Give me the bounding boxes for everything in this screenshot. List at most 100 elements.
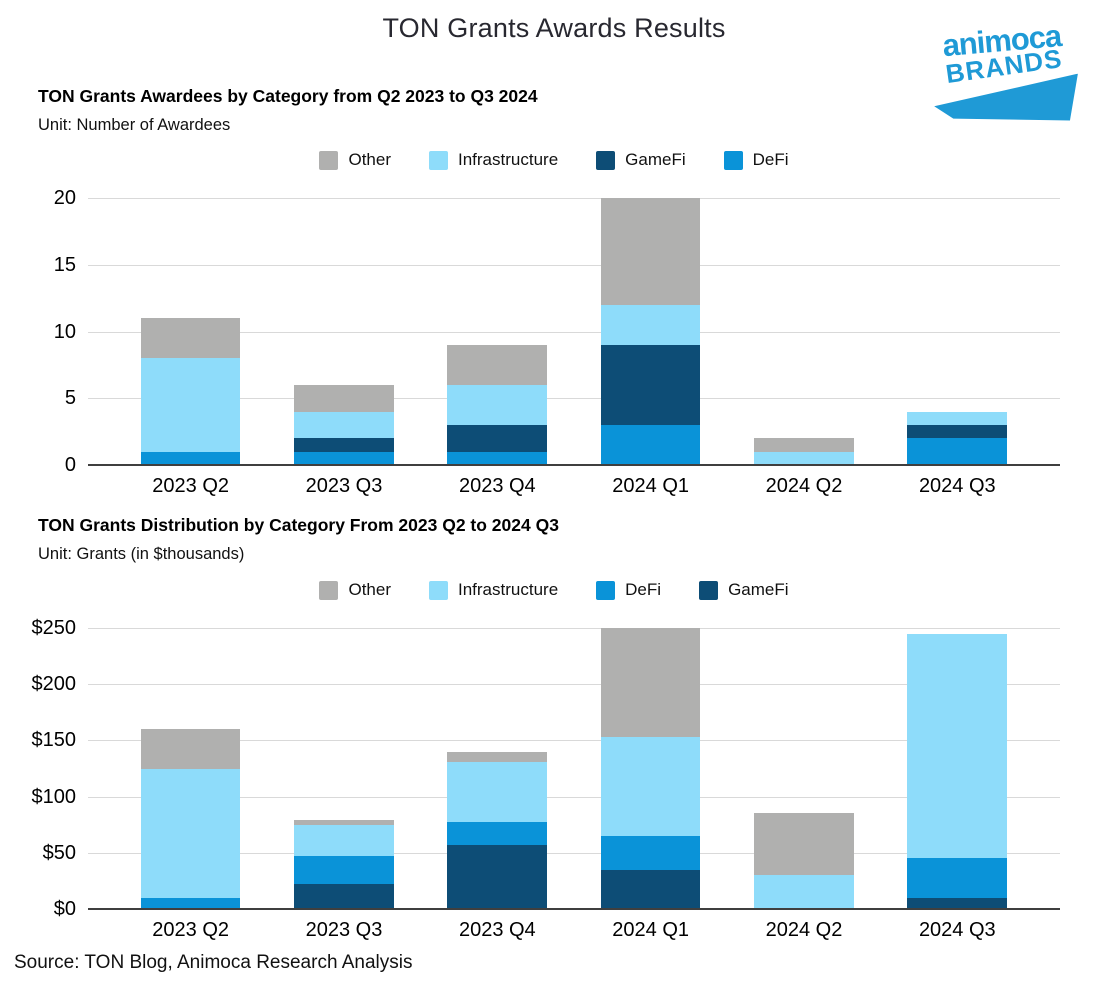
y-tick-label: 20 <box>53 187 76 209</box>
chart2-plot-area <box>88 628 1060 910</box>
chart2-unit-label: Unit: Grants (in $thousands) <box>38 545 245 563</box>
stacked-bar-2024-q3 <box>907 411 1008 465</box>
bar-segment-infrastructure <box>907 633 1008 859</box>
x-axis-line <box>88 908 1060 910</box>
y-tick-label: $100 <box>31 785 77 808</box>
bar-slot-2023-q2 <box>114 628 267 909</box>
stacked-bar-2024-q3 <box>907 633 1008 909</box>
animoca-brands-logo: animoca BRANDS <box>912 18 1098 137</box>
bar-segment-other <box>754 813 854 876</box>
bar-segment-other <box>140 729 241 769</box>
logo-swoosh-shape <box>934 73 1078 121</box>
bar-segment-gamefi <box>447 424 548 452</box>
gridline <box>88 852 1060 854</box>
gridline <box>88 796 1060 798</box>
bar-slot-2024-q3 <box>881 198 1034 465</box>
legend-label-other: Other <box>348 150 391 169</box>
x-tick-label: 2024 Q1 <box>612 475 690 497</box>
bar-segment-gamefi <box>447 844 548 909</box>
x-tick-label: 2024 Q3 <box>918 919 996 941</box>
stacked-bar-2024-q1 <box>600 198 701 465</box>
bar-segment-other <box>140 318 241 359</box>
bar-segment-defi <box>140 897 241 909</box>
bars-container <box>88 198 1060 465</box>
bar-slot-2023-q2 <box>114 198 267 465</box>
stacked-bar-2023-q4 <box>447 751 548 909</box>
bar-slot-2024-q2 <box>727 198 880 465</box>
bar-segment-defi <box>907 438 1008 465</box>
y-tick-label: $0 <box>53 898 76 920</box>
legend-item-infrastructure: Infrastructure <box>429 150 558 170</box>
legend-item-infrastructure: Infrastructure <box>429 580 558 600</box>
chart2-grants-distribution: 2023 Q2 2023 Q3 2023 Q4 2024 Q1 2024 Q2 2024 … <box>0 617 1108 941</box>
legend-label-other: Other <box>348 580 391 599</box>
x-tick-label: 2023 Q4 <box>458 475 536 497</box>
bar-segment-gamefi <box>907 424 1008 439</box>
x-tick-label: 2023 Q2 <box>152 475 230 497</box>
chart1-heading: TON Grants Awardees by Category from Q2 … <box>38 86 538 106</box>
bar-slot-2023-q3 <box>267 198 420 465</box>
chart1-x-axis-labels: 2023 Q2 2023 Q3 2023 Q4 2024 Q1 2024 Q2 2024 … <box>88 475 1060 498</box>
bar-segment-gamefi <box>600 869 701 909</box>
y-tick-label: 0 <box>64 454 76 476</box>
legend-item-gamefi: GameFi <box>699 580 789 600</box>
x-tick-label: 2024 Q3 <box>918 475 996 497</box>
bar-segment-gamefi <box>600 344 701 425</box>
stacked-bar-2023-q4 <box>447 344 548 465</box>
bar-segment-infrastructure <box>600 304 701 345</box>
stacked-bar-2024-q1 <box>600 628 701 909</box>
chart1-awardees-by-category: 2023 Q2 2023 Q3 2023 Q4 2024 Q1 2024 Q2 2024 … <box>0 187 1108 497</box>
legend-swatch-infrastructure <box>429 150 448 170</box>
legend-item-other: Other <box>319 580 391 600</box>
bar-segment-other <box>754 438 854 452</box>
stacked-bar-2023-q2 <box>140 729 241 909</box>
legend-label-infrastructure: Infrastructure <box>458 580 559 599</box>
bar-segment-gamefi <box>907 897 1008 909</box>
legend-label-defi: DeFi <box>752 150 789 169</box>
bar-slot-2023-q4 <box>421 198 574 465</box>
bar-segment-other <box>294 820 394 825</box>
bar-segment-gamefi <box>294 884 394 909</box>
bar-segment-defi <box>600 835 701 870</box>
x-tick-label: 2024 Q1 <box>612 919 690 941</box>
stacked-bar-2023-q2 <box>140 318 241 465</box>
bar-segment-defi <box>447 451 548 465</box>
bar-segment-infrastructure <box>600 737 701 836</box>
legend-item-defi: DeFi <box>723 150 789 170</box>
legend-item-gamefi: GameFi <box>596 150 686 170</box>
bar-segment-infrastructure <box>140 768 241 898</box>
y-tick-label: $250 <box>31 617 77 639</box>
chart2-x-axis-labels: 2023 Q2 2023 Q3 2023 Q4 2024 Q1 2024 Q2 2024 … <box>88 919 1060 942</box>
bar-segment-defi <box>294 856 394 885</box>
legend-swatch-infrastructure <box>429 580 448 600</box>
stacked-bar-2024-q2 <box>754 813 854 909</box>
y-tick-label: $200 <box>31 673 77 696</box>
bar-slot-2024-q3 <box>881 628 1034 909</box>
x-tick-label: 2023 Q3 <box>305 475 383 497</box>
legend-label-defi: DeFi <box>625 580 662 599</box>
bar-segment-other <box>600 198 701 305</box>
source-attribution: Source: TON Blog, Animoca Research Analy… <box>14 952 413 973</box>
bars-container <box>88 628 1060 909</box>
gridline <box>88 398 1060 400</box>
bar-segment-defi <box>294 451 394 465</box>
bar-segment-infrastructure <box>447 761 548 823</box>
bar-segment-gamefi <box>294 438 394 452</box>
chart2-legend: Other Infrastructure DeFi GameFi <box>0 580 1108 600</box>
bar-segment-infrastructure <box>294 824 394 857</box>
legend-item-other: Other <box>319 150 391 170</box>
legend-swatch-defi <box>723 150 743 170</box>
bar-segment-defi <box>447 822 548 845</box>
bar-slot-2023-q3 <box>267 628 420 909</box>
page-title: TON Grants Awards Results <box>382 13 726 43</box>
legend-swatch-defi <box>596 580 616 600</box>
legend-label-infrastructure: Infrastructure <box>458 150 559 169</box>
bar-segment-other <box>447 751 548 762</box>
bar-segment-defi <box>600 424 701 465</box>
stacked-bar-2023-q3 <box>294 820 394 909</box>
chart1-plot-area <box>88 198 1060 466</box>
bar-segment-other <box>600 628 701 738</box>
legend-label-gamefi: GameFi <box>625 150 686 169</box>
legend-item-defi: DeFi <box>596 580 661 600</box>
